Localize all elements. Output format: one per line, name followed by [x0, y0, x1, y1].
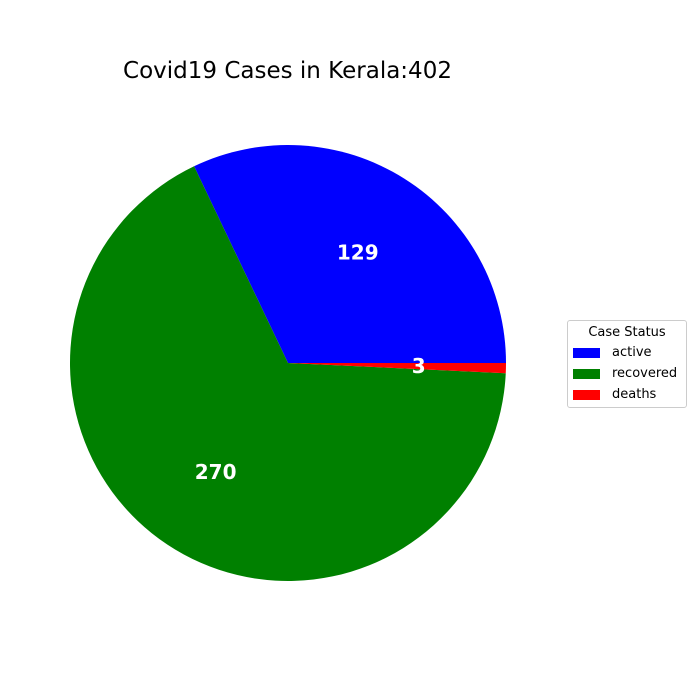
pie-slices [70, 145, 506, 582]
legend-label-deaths: deaths [612, 387, 657, 402]
pie-slice-recovered [70, 166, 506, 582]
legend-swatch-active [573, 347, 600, 358]
slice-value-label-deaths: 3 [412, 354, 426, 378]
pie-slice-active [194, 145, 506, 363]
legend-item-active: active [568, 342, 686, 363]
chart-title: Covid19 Cases in Kerala:402 [123, 58, 452, 84]
slice-value-label-active: 129 [337, 240, 379, 264]
legend-label-recovered: recovered [612, 366, 678, 381]
pie-slice-deaths [288, 363, 506, 374]
legend-label-active: active [612, 345, 652, 360]
legend-swatch-recovered [573, 368, 600, 379]
legend-item-recovered: recovered [568, 363, 686, 384]
legend-item-deaths: deaths [568, 384, 686, 405]
legend-title: Case Status [588, 325, 666, 340]
legend-items: active recovered deaths [568, 342, 686, 405]
legend-swatch-deaths [573, 389, 600, 400]
legend: Case Status active recovered deaths [567, 320, 687, 408]
slice-value-label-recovered: 270 [195, 460, 237, 484]
pie-labels: 129 270 3 [195, 240, 426, 484]
